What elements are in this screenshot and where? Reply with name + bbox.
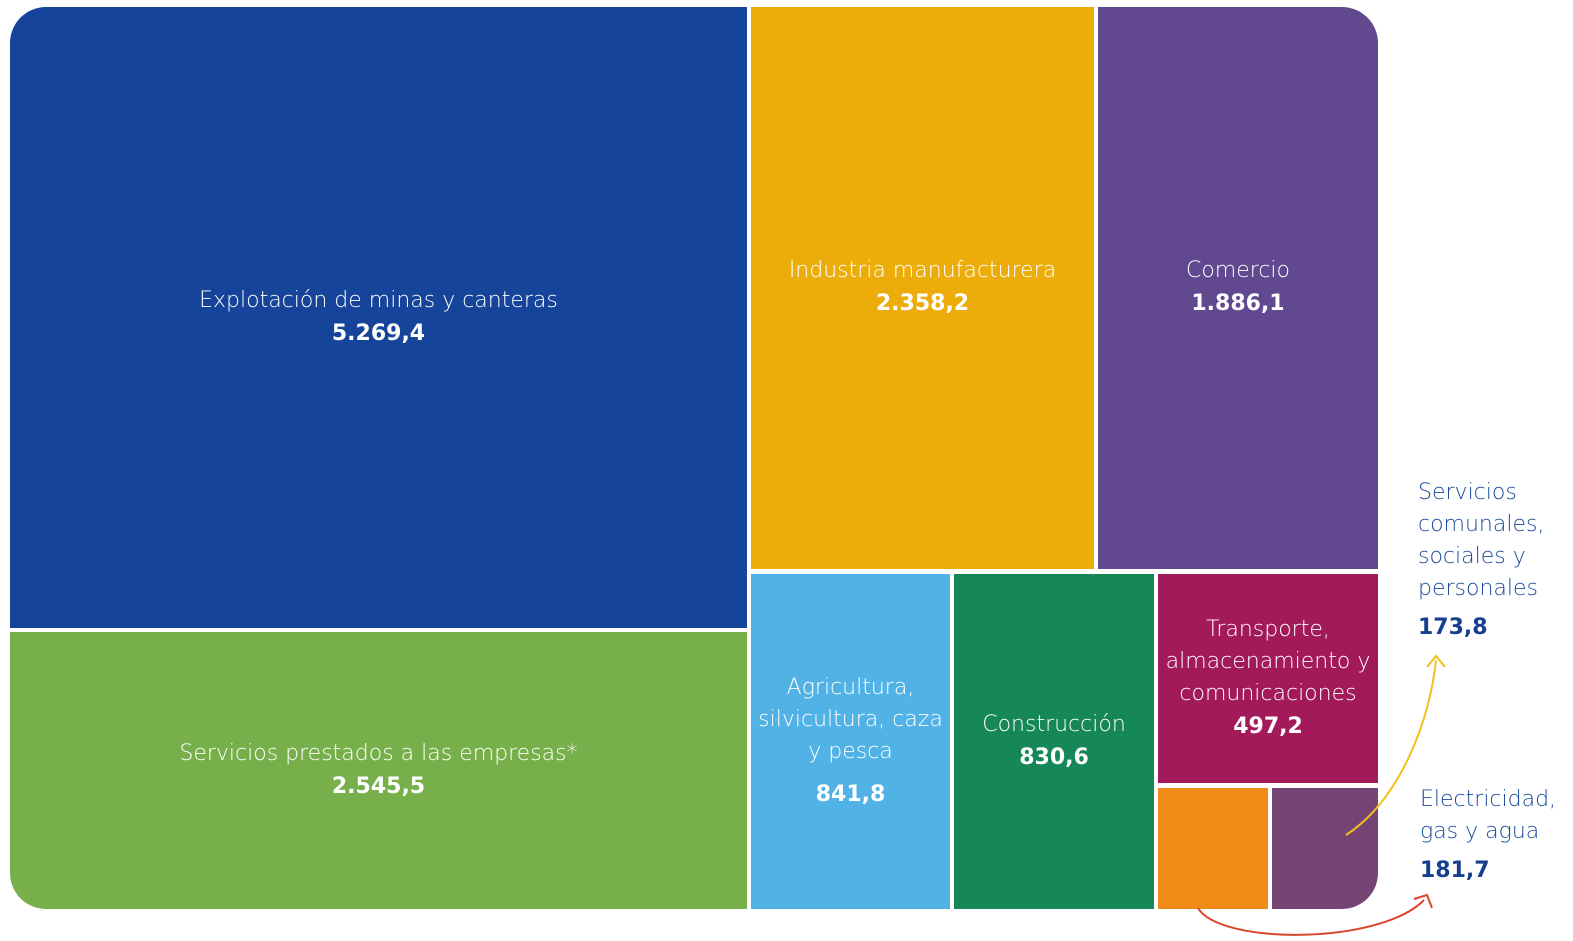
value-label: 2.358,2: [875, 291, 970, 316]
value-label: 1.886,1: [1191, 291, 1285, 316]
value-label: 830,6: [1019, 744, 1089, 770]
treemap-cell: [1158, 788, 1268, 909]
cell-label: Agricultura, silvicultura, caza y pesca: [758, 674, 943, 764]
treemap-cell: Agricultura, silvicultura, caza y pesca 8…: [751, 574, 950, 909]
value-label: 497,2: [1233, 713, 1303, 739]
cell-label: Transporte, almacenamiento y comunicacio…: [1165, 616, 1371, 706]
treemap-cell: Construcción 830,6: [954, 574, 1154, 909]
cell-label: Industria manufacturera: [788, 258, 1057, 283]
arrow: [1345, 659, 1437, 836]
treemap: Explotación de minas y canteras 5.269,4 Se…: [10, 7, 1378, 909]
treemap-cell: Servicios prestados a las empresas* 2.545…: [10, 632, 747, 909]
treemap-cell: Comercio 1.886,1: [1098, 7, 1378, 569]
value-label: 2.545,5: [331, 773, 426, 799]
treemap-cell: Explotación de minas y canteras 5.269,4: [10, 7, 747, 628]
treemap-cell: [1272, 788, 1378, 909]
cell-label: Servicios comunales, sociales y personal…: [1418, 480, 1545, 601]
cell-label: Construcción: [982, 711, 1126, 737]
treemap-cell: Transporte, almacenamiento y comunicacio…: [1158, 574, 1378, 783]
arrow-head: [1413, 893, 1433, 909]
value-label: 841,8: [815, 781, 886, 807]
cell-label: Electricidad, gas y agua: [1420, 787, 1557, 844]
cell-label: Comercio: [1185, 258, 1291, 283]
outside-label: Electricidad, gas y agua 181,7: [1420, 784, 1570, 888]
arrow-head: [1426, 654, 1446, 668]
cell-label: Servicios prestados a las empresas*: [179, 740, 578, 766]
cell-label: Explotación de minas y canteras: [199, 287, 558, 313]
value-label: 181,7: [1420, 858, 1490, 883]
outside-label: Servicios comunales, sociales y personal…: [1418, 477, 1553, 645]
treemap-cell: Industria manufacturera 2.358,2: [751, 7, 1094, 569]
value-label: 5.269,4: [331, 320, 426, 346]
value-label: 173,8: [1418, 615, 1488, 640]
arrow: [1197, 899, 1425, 936]
